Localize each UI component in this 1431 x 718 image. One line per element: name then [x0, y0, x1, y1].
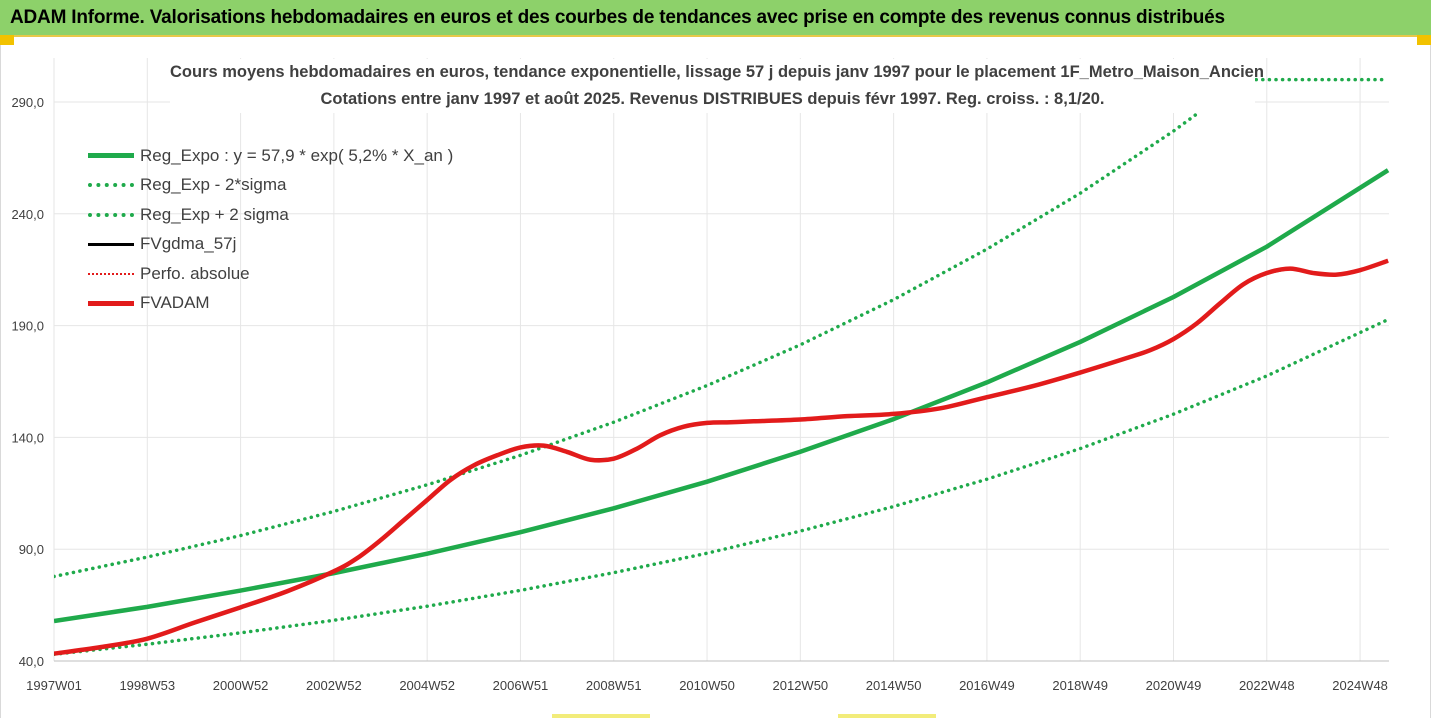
x-tick-label: 2004W52 — [399, 678, 455, 693]
x-tick-label: 2018W49 — [1052, 678, 1108, 693]
legend-item-reg-exp-minus: Reg_Exp - 2*sigma — [88, 171, 453, 201]
x-tick-label: 2002W52 — [306, 678, 362, 693]
legend: Reg_Expo : y = 57,9 * exp( 5,2% * X_an )… — [88, 141, 453, 318]
y-tick-label: 240,0 — [11, 207, 44, 222]
series-line-reg-exp-2-sigma — [54, 77, 1390, 579]
series-line-reg-exp-2-sigma — [54, 317, 1390, 657]
legend-swatch-reg-expo — [88, 153, 134, 159]
legend-item-reg-expo: Reg_Expo : y = 57,9 * exp( 5,2% * X_an ) — [88, 141, 453, 171]
chart-title-line-1: Cours moyens hebdomadaires en euros, ten… — [170, 63, 1264, 81]
x-tick-label: 1998W53 — [119, 678, 175, 693]
legend-swatch-fvgdma — [88, 242, 134, 246]
legend-swatch-reg-exp-plus — [88, 212, 134, 217]
series-layer — [54, 77, 1390, 657]
y-tick-label: 90,0 — [19, 542, 44, 557]
corner-marker-right — [1417, 35, 1431, 45]
x-tick-label: 2000W52 — [213, 678, 269, 693]
y-tick-label: 140,0 — [11, 430, 44, 445]
legend-swatch-fvadam — [88, 300, 134, 306]
x-tick-label: 1997W01 — [26, 678, 82, 693]
y-tick-label: 190,0 — [11, 319, 44, 334]
legend-swatch-reg-exp-minus — [88, 183, 134, 188]
x-tick-label: 2010W50 — [679, 678, 735, 693]
bottom-marker-left — [552, 714, 650, 718]
y-tick-label: 290,0 — [11, 95, 44, 110]
corner-marker-left — [0, 35, 14, 45]
x-tick-label: 2012W50 — [773, 678, 829, 693]
x-tick-label: 2020W49 — [1146, 678, 1202, 693]
legend-swatch-perfo — [88, 272, 134, 275]
banner: ADAM Informe. Valorisations hebdomadaire… — [0, 0, 1431, 37]
legend-label-reg-exp-minus: Reg_Exp - 2*sigma — [140, 175, 287, 195]
chart-title-line-2: Cotations entre janv 1997 et août 2025. … — [320, 90, 1105, 108]
x-tick-label: 2006W51 — [493, 678, 549, 693]
legend-label-reg-exp-plus: Reg_Exp + 2 sigma — [140, 204, 289, 224]
x-tick-label: 2022W48 — [1239, 678, 1295, 693]
chart-title: Cours moyens hebdomadaires en euros, ten… — [170, 59, 1264, 113]
series-line-fvadam — [54, 258, 1389, 656]
legend-item-fvadam: FVADAM — [88, 289, 453, 319]
legend-item-reg-exp-plus: Reg_Exp + 2 sigma — [88, 200, 453, 230]
banner-title: ADAM Informe. Valorisations hebdomadaire… — [10, 7, 1225, 28]
y-tick-label: 40,0 — [19, 654, 44, 669]
legend-label-reg-expo: Reg_Expo : y = 57,9 * exp( 5,2% * X_an ) — [140, 145, 454, 165]
legend-item-fvgdma: FVgdma_57j — [88, 230, 453, 260]
series-line-reg-expo-y-57-9-exp-5-2-x-an — [54, 168, 1390, 624]
legend-label-perfo: Perfo. absolue — [140, 263, 250, 283]
x-tick-label: 2024W48 — [1332, 678, 1388, 693]
bottom-marker-right — [838, 714, 936, 718]
legend-label-fvgdma: FVgdma_57j — [140, 234, 237, 254]
x-tick-label: 2014W50 — [866, 678, 922, 693]
axes: 40,0 90,0 140,0 190,0 240,0 290,0 1997W01 1998W… — [11, 95, 1389, 693]
legend-item-perfo: Perfo. absolue — [88, 259, 453, 289]
x-tick-label: 2008W51 — [586, 678, 642, 693]
series-line-fvgdma-57j — [54, 259, 1389, 655]
x-tick-label: 2016W49 — [959, 678, 1015, 693]
legend-label-fvadam: FVADAM — [140, 293, 210, 313]
